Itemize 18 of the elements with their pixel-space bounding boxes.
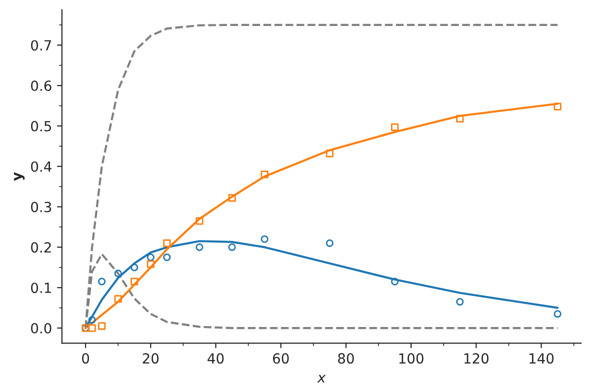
y-tick-label: 0.1 <box>31 282 51 294</box>
y-tick-label: 0.4 <box>31 161 52 172</box>
x-tick-label: 0 <box>82 353 90 364</box>
x-tick-label: 100 <box>399 353 424 364</box>
y-tick-label: 0.5 <box>31 120 52 132</box>
y-tick-label: 0.7 <box>31 40 52 51</box>
y-tick-label: 0.6 <box>31 80 52 92</box>
x-axis-title: x <box>317 374 326 382</box>
x-tick-label: 80 <box>338 353 354 364</box>
x-tick-label: 60 <box>272 353 289 364</box>
x-tick-label: 40 <box>208 353 224 364</box>
x-tick-label: 120 <box>464 353 489 364</box>
y-tick-label: 0.2 <box>31 242 51 253</box>
y-axis-title: y <box>14 172 25 181</box>
y-tick-label: 0.3 <box>31 202 52 212</box>
x-tick-label: 20 <box>142 353 159 364</box>
y-tick-label: 0.0 <box>31 323 52 334</box>
x-tick-label: 140 <box>530 353 554 364</box>
